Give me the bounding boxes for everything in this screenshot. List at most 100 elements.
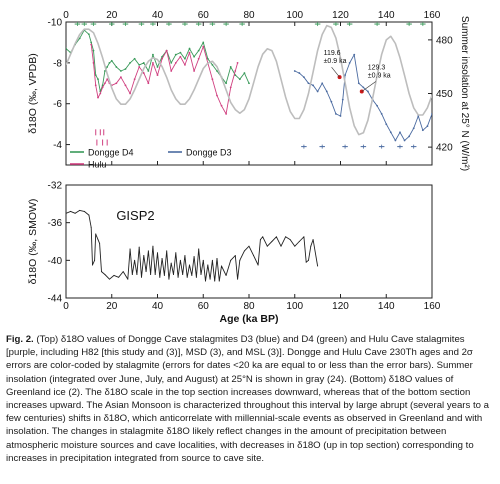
series-point-hulu (90, 43, 93, 46)
bottom-plot-area (66, 209, 319, 282)
series-line-dongge-d4 (66, 29, 250, 92)
series-point-gisp2 (289, 239, 291, 241)
series-point-gisp2 (266, 245, 268, 247)
caption-body: (Top) δ18O values of Dongge Cave stalagm… (6, 334, 489, 464)
top-x-tick-label: 140 (378, 10, 395, 21)
series-point-dongge-d4 (97, 78, 99, 81)
series-point-dongge-d4 (92, 49, 95, 52)
series-point-hulu (115, 82, 118, 85)
series-point-dongge-d4 (202, 41, 205, 44)
series-point-hulu (170, 70, 173, 72)
series-point-dongge-d3 (335, 113, 337, 115)
top-y-right-tick-label: 450 (436, 89, 453, 100)
series-point-dongge-d4 (138, 64, 141, 66)
series-point-gisp2 (145, 271, 147, 273)
series-point-dongge-d4 (188, 47, 191, 50)
series-point-hulu (193, 70, 196, 72)
series-point-dongge-d3 (362, 86, 365, 89)
series-point-hulu (161, 57, 163, 60)
top-y-tick-label: -4 (53, 140, 62, 151)
gisp2-label: GISP2 (116, 208, 154, 223)
series-point-gisp2 (108, 278, 110, 280)
series-point-hulu (147, 82, 150, 85)
bottom-x-axis-label: Age (ka BP) (220, 313, 279, 325)
series-point-gisp2 (122, 271, 124, 273)
series-point-gisp2 (305, 261, 307, 263)
series-point-gisp2 (157, 252, 158, 254)
series-point-gisp2 (205, 280, 207, 282)
series-point-gisp2 (90, 226, 92, 228)
series-point-dongge-d3 (293, 70, 296, 72)
bottom-x-tick-label: 20 (106, 301, 118, 312)
top-x-tick-label: 160 (424, 10, 441, 21)
series-point-dongge-d4 (120, 70, 122, 72)
series-point-gisp2 (184, 255, 186, 257)
series-point-dongge-d3 (341, 98, 344, 101)
legend-label-dongge-d3: Dongge D3 (186, 148, 232, 158)
series-point-gisp2 (237, 278, 239, 280)
series-point-gisp2 (230, 259, 232, 261)
series-point-gisp2 (221, 265, 223, 267)
series-point-gisp2 (95, 233, 97, 235)
series-point-gisp2 (92, 264, 94, 266)
annotation-label: 129.3 (368, 64, 386, 71)
top-x-tick-label: 40 (152, 10, 164, 21)
series-point-hulu (179, 55, 182, 58)
series-point-gisp2 (166, 250, 168, 252)
series-point-dongge-d3 (316, 90, 319, 93)
bottom-x-tick-label: 140 (378, 301, 395, 312)
series-line-hulu (90, 44, 239, 115)
series-point-dongge-d4 (184, 57, 186, 60)
series-point-dongge-d4 (216, 70, 218, 72)
series-point-dongge-d3 (421, 129, 424, 132)
series-point-gisp2 (214, 280, 216, 282)
bottom-x-tick-label: 40 (152, 301, 164, 312)
legend-label-hulu: Hulu (88, 160, 107, 170)
series-point-gisp2 (298, 241, 300, 242)
series-point-gisp2 (239, 259, 241, 261)
series-point-gisp2 (234, 255, 236, 257)
series-point-dongge-d4 (174, 53, 177, 56)
figure-caption: Fig. 2. (Top) δ18O values of Dongge Cave… (6, 333, 494, 465)
bottom-y-tick-label: -32 (48, 181, 63, 192)
series-point-hulu (92, 61, 95, 64)
annotation-label: ±0.9 ka (324, 58, 347, 65)
series-point-dongge-d3 (412, 127, 415, 130)
series-point-gisp2 (66, 212, 67, 214)
series-point-dongge-d3 (312, 84, 314, 87)
series-point-gisp2 (83, 210, 85, 212)
series-point-hulu (138, 66, 141, 68)
series-point-dongge-d3 (344, 74, 346, 77)
series-point-gisp2 (147, 250, 149, 252)
series-point-dongge-d4 (108, 61, 111, 64)
series-point-gisp2 (177, 276, 179, 278)
series-point-hulu (234, 70, 237, 72)
series-point-dongge-d3 (325, 90, 328, 93)
series-point-gisp2 (152, 245, 154, 247)
series-point-gisp2 (202, 259, 204, 261)
series-point-dongge-d4 (193, 55, 196, 58)
series-point-hulu (106, 78, 109, 81)
series-point-gisp2 (88, 214, 90, 216)
series-point-dongge-d4 (78, 37, 81, 40)
series-point-gisp2 (259, 239, 261, 241)
series-point-gisp2 (94, 259, 96, 261)
series-point-dongge-d4 (238, 78, 241, 81)
series-point-hulu (229, 86, 232, 89)
series-point-dongge-d3 (298, 72, 301, 74)
series-point-gisp2 (312, 239, 314, 241)
top-plot-frame (65, 21, 433, 166)
series-point-gisp2 (150, 273, 152, 275)
series-point-gisp2 (104, 273, 106, 275)
series-point-dongge-d3 (385, 123, 388, 126)
bottom-y-tick-label: -44 (48, 294, 63, 305)
series-point-gisp2 (294, 245, 296, 247)
top-y-tick-label: -8 (53, 58, 62, 69)
series-point-dongge-d4 (179, 51, 182, 54)
series-point-dongge-d3 (394, 139, 397, 142)
bottom-x-tick-label: 100 (286, 301, 303, 312)
series-point-gisp2 (198, 248, 200, 250)
series-point-gisp2 (79, 209, 81, 211)
series-point-gisp2 (168, 278, 170, 280)
series-point-dongge-d4 (110, 59, 113, 62)
